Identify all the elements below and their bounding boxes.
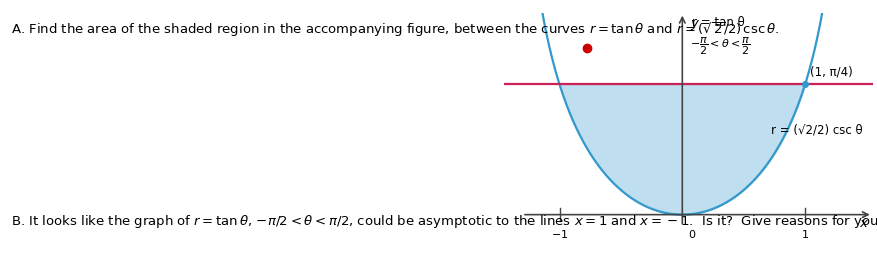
Text: $0$: $0$	[688, 228, 696, 240]
Text: $-1$: $-1$	[551, 228, 568, 240]
Text: r = tan θ: r = tan θ	[692, 16, 745, 29]
Text: r = (√2/2) csc θ: r = (√2/2) csc θ	[771, 124, 862, 137]
Text: B. It looks like the graph of $r = \tan\theta$, $-\pi/2 < \theta < \pi/2$, could: B. It looks like the graph of $r = \tan\…	[11, 214, 877, 230]
Text: A. Find the area of the shaded region in the accompanying figure, between the cu: A. Find the area of the shaded region in…	[11, 20, 779, 39]
Text: $1$: $1$	[801, 228, 809, 240]
Text: $y$: $y$	[689, 18, 700, 32]
Text: $x$: $x$	[859, 217, 869, 230]
Text: $-\dfrac{\pi}{2}<\theta<\dfrac{\pi}{2}$: $-\dfrac{\pi}{2}<\theta<\dfrac{\pi}{2}$	[689, 35, 751, 57]
Text: (1, π/4): (1, π/4)	[810, 65, 852, 78]
